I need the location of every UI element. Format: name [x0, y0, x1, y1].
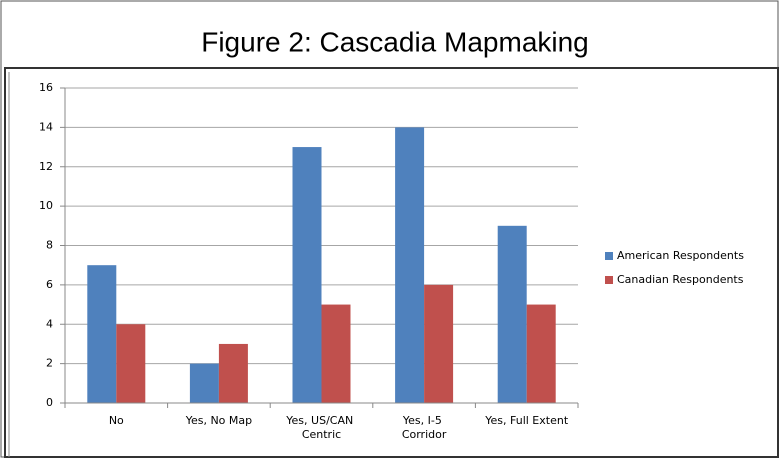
x-tick-label: No: [109, 414, 124, 427]
legend-label: American Respondents: [617, 249, 744, 262]
legend-swatch: [605, 252, 613, 260]
bar: [526, 304, 556, 403]
bar: [395, 127, 425, 403]
bar: [321, 304, 351, 403]
y-tick-label: 4: [46, 317, 53, 330]
y-tick-label: 0: [46, 396, 53, 409]
bar: [87, 265, 117, 403]
legend-swatch: [605, 276, 613, 284]
bar: [424, 284, 454, 403]
y-tick-label: 2: [46, 357, 53, 370]
bar: [497, 225, 527, 403]
y-tick-label: 10: [39, 199, 53, 212]
legend-label: Canadian Respondents: [617, 273, 744, 286]
y-tick-label: 12: [39, 160, 53, 173]
y-tick-label: 14: [39, 120, 53, 133]
x-tick-label: Yes, US/CAN Centric: [285, 414, 356, 441]
y-tick-label: 8: [46, 239, 53, 252]
bar: [218, 343, 248, 403]
bar: [189, 363, 219, 403]
bar: [292, 147, 322, 403]
chart-title: Figure 2: Cascadia Mapmaking: [201, 26, 589, 57]
x-tick-label: Yes, Full Extent: [484, 414, 569, 427]
x-tick-label: Yes, I-5 Corridor: [402, 414, 447, 441]
x-tick-label: Yes, No Map: [185, 414, 252, 427]
y-tick-label: 6: [46, 278, 53, 291]
bar: [116, 324, 146, 403]
y-tick-label: 16: [39, 81, 53, 94]
